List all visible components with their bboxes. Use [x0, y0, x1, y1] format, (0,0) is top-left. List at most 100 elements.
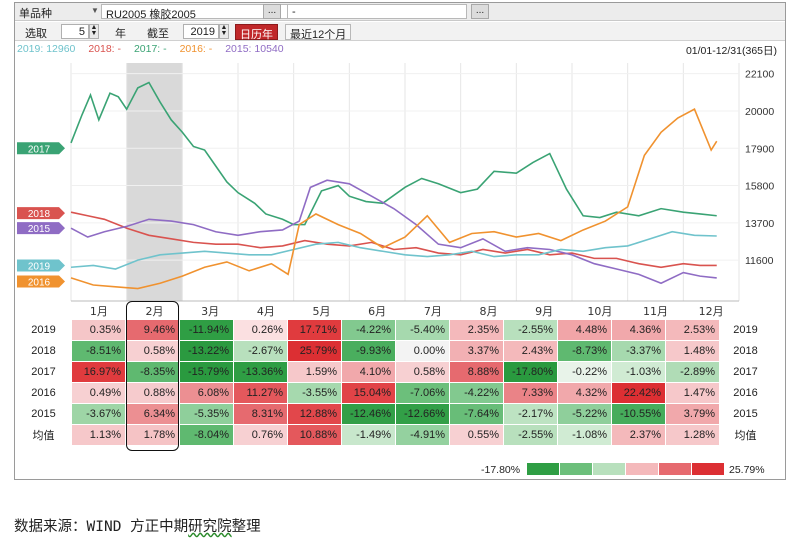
series-line-2018	[70, 211, 717, 269]
table-cell: 1.59%	[287, 361, 342, 383]
svg-text:2016: 2016	[28, 277, 51, 288]
table-cell: 3.37%	[449, 340, 504, 362]
table-cell: 2.43%	[503, 340, 558, 362]
scale-swatch	[659, 463, 691, 475]
series-line-2019	[70, 230, 717, 270]
table-cell: -7.06%	[395, 382, 450, 404]
scale-swatch	[560, 463, 592, 475]
scale-swatch	[692, 463, 724, 475]
table-cell: 10.88%	[287, 424, 342, 446]
series-legend: 2019: 12960 2018: - 2017: - 2016: - 2015…	[17, 43, 294, 55]
table-cell: -10.55%	[611, 403, 666, 425]
table-cell: 25.79%	[287, 340, 342, 362]
table-cell: -1.03%	[611, 361, 666, 383]
table-cell: 15.04%	[341, 382, 396, 404]
table-cell: 11.27%	[233, 382, 288, 404]
table-cell: 6.08%	[179, 382, 234, 404]
table-cell: -15.79%	[179, 361, 234, 383]
table-cell: 1.28%	[665, 424, 720, 446]
legend-2016: 2016: -	[179, 43, 213, 55]
table-cell: 0.58%	[395, 361, 450, 383]
row-label: 2019	[15, 319, 72, 341]
table-cell: 0.35%	[71, 319, 126, 341]
table-cell: 0.58%	[125, 340, 180, 362]
month-label: 7月	[424, 305, 442, 318]
years-spin-icon[interactable]: ▲ ▼	[89, 24, 99, 39]
month-label: 1月	[90, 305, 108, 318]
mode-label: 单品种	[19, 8, 52, 20]
table-cell: 0.26%	[233, 319, 288, 341]
table-cell: 1.13%	[71, 424, 126, 446]
scale-swatch	[527, 463, 559, 475]
row-label: 2016	[15, 382, 72, 404]
table-cell: -5.22%	[557, 403, 612, 425]
month-label: 11月	[643, 305, 668, 318]
row-label-right: 2015	[719, 403, 772, 425]
source-prefix: 数据来源：WIND 方正中期	[14, 519, 189, 535]
instrument-browse-button[interactable]: ...	[263, 4, 281, 19]
month-label: 2月	[146, 305, 164, 318]
table-cell: -17.80%	[503, 361, 558, 383]
table-cell: -13.36%	[233, 361, 288, 383]
y-tick-label: 22100	[745, 69, 774, 81]
scale-swatch	[593, 463, 625, 475]
month-label: 12月	[699, 305, 724, 318]
shaded-band-feb	[126, 63, 183, 301]
february-highlight-box	[126, 301, 179, 451]
row-label-right: 2016	[719, 382, 772, 404]
row-label-right: 均值	[719, 424, 772, 446]
table-cell: -3.37%	[611, 340, 666, 362]
table-cell: -2.89%	[665, 361, 720, 383]
table-cell: 4.10%	[341, 361, 396, 383]
table-cell: -2.67%	[233, 340, 288, 362]
mode-dropdown-icon[interactable]: ▼	[91, 6, 99, 15]
series-line-2017	[70, 81, 717, 226]
table-cell: -12.46%	[341, 403, 396, 425]
svg-text:2017: 2017	[28, 144, 51, 155]
table-row: 2017 16.97% -8.35% -15.79% -13.36% 1.59% 4.10%…	[15, 361, 772, 383]
table-cell: 4.32%	[557, 382, 612, 404]
end-year-spin-icon[interactable]: ▲ ▼	[219, 24, 229, 39]
app-window: 单品种 ▼ RU2005 橡胶2005 ... - ... 选取 5 ▲ ▼ 年 …	[14, 2, 786, 480]
second-instrument-field[interactable]: -	[287, 4, 467, 19]
table-cell: 0.55%	[449, 424, 504, 446]
table-cell: 1.47%	[665, 382, 720, 404]
second-browse-button[interactable]: ...	[471, 4, 489, 19]
table-cell: -8.51%	[71, 340, 126, 362]
table-cell: 1.48%	[665, 340, 720, 362]
table-cell: -5.35%	[179, 403, 234, 425]
table-cell: 3.79%	[665, 403, 720, 425]
select-label: 选取	[25, 28, 47, 40]
table-cell: -13.22%	[179, 340, 234, 362]
table-cell: -4.22%	[341, 319, 396, 341]
recent-12m-button[interactable]: 最近12个月	[285, 24, 352, 41]
seasonal-chart[interactable]: 22100 20000 17900 15800 13700 11600 2017 2018 20…	[15, 59, 785, 319]
y-tick-label: 11600	[745, 255, 774, 267]
table-cell: -2.55%	[503, 319, 558, 341]
table-cell: -1.49%	[341, 424, 396, 446]
table-cell: 2.37%	[611, 424, 666, 446]
source-suffix: 整理	[231, 519, 261, 535]
end-year-input[interactable]: 2019	[183, 24, 219, 39]
svg-text:2019: 2019	[28, 261, 51, 272]
month-label: 9月	[535, 305, 553, 318]
table-row: 2019 0.35% 9.46% -11.94% 0.26% 17.71% -4.22% -5…	[15, 319, 772, 341]
calendar-year-button[interactable]: 日历年	[235, 24, 278, 41]
years-input[interactable]: 5	[61, 24, 89, 39]
scale-swatch	[626, 463, 658, 475]
monthly-return-table: 2019 0.35% 9.46% -11.94% 0.26% 17.71% -4.22% -5…	[15, 319, 772, 446]
table-cell: -8.73%	[557, 340, 612, 362]
table-cell: 4.48%	[557, 319, 612, 341]
svg-text:2015: 2015	[28, 224, 51, 235]
legend-2018: 2018: -	[88, 43, 122, 55]
y-tick-label: 20000	[745, 106, 774, 118]
row-label: 均值	[15, 424, 72, 446]
table-cell: 2.35%	[449, 319, 504, 341]
series-tag-2018: 2018	[17, 207, 65, 220]
table-cell: 8.31%	[233, 403, 288, 425]
y-tick-label: 15800	[745, 181, 774, 193]
month-label: 10月	[587, 305, 612, 318]
source-note: 数据来源：WIND 方正中期研究院整理	[14, 515, 261, 536]
table-cell: -2.55%	[503, 424, 558, 446]
table-cell: 0.49%	[71, 382, 126, 404]
